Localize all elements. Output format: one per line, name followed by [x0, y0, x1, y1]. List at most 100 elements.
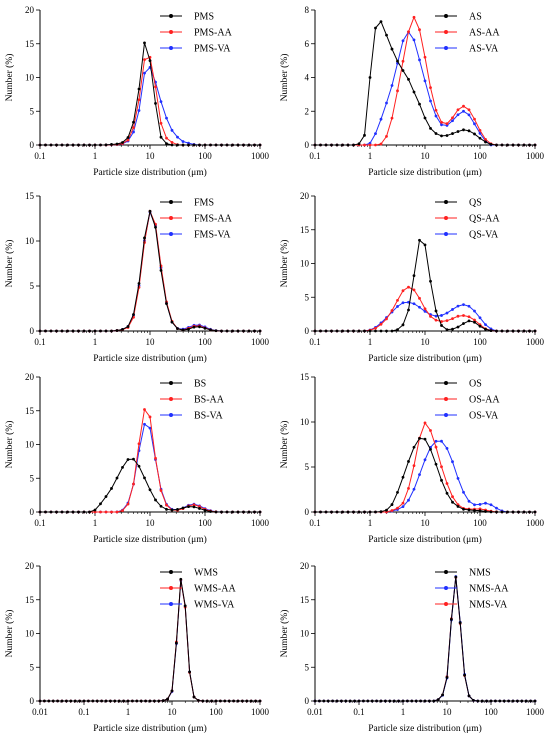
chart-panel-wms: 0.01 0.1 1 10 100 1000 0 5 10 15 20 Particle size d… — [0, 558, 270, 741]
x-tick-label: 0.1 — [34, 151, 45, 161]
data-point — [38, 329, 42, 333]
data-point — [473, 320, 476, 324]
data-point — [511, 143, 515, 147]
x-tick-label: 1000 — [251, 151, 270, 161]
data-point — [396, 328, 399, 331]
data-point — [165, 507, 168, 511]
data-point — [436, 698, 440, 701]
data-point — [484, 140, 487, 144]
data-point — [99, 502, 102, 506]
data-point — [137, 98, 141, 102]
series-wms-aa — [38, 578, 262, 703]
data-point — [132, 120, 135, 124]
data-point — [434, 114, 438, 118]
data-point — [214, 329, 218, 333]
data-point — [384, 699, 387, 703]
data-point — [434, 314, 438, 318]
y-tick-label: 20 — [25, 561, 35, 571]
x-tick-label: 100 — [473, 518, 487, 528]
data-point — [494, 699, 497, 703]
data-point — [401, 59, 405, 63]
data-point — [157, 699, 161, 703]
data-point — [440, 120, 443, 124]
data-point — [418, 28, 421, 32]
x-tick-label: 0.1 — [309, 337, 320, 347]
chart-panel-pms: 0.1 1 10 100 1000 0 5 10 15 20 Particle size distr… — [0, 2, 270, 185]
data-point — [353, 699, 356, 703]
data-point — [495, 329, 498, 333]
y-tick-label: 0 — [30, 507, 35, 517]
data-point — [126, 699, 130, 703]
data-point — [462, 303, 465, 307]
data-point — [412, 464, 416, 468]
data-point — [529, 699, 532, 703]
data-point — [247, 143, 251, 147]
data-point — [192, 325, 196, 329]
data-point — [154, 102, 157, 105]
data-point — [330, 143, 333, 147]
x-axis-label: Particle size distribution (μm) — [368, 167, 482, 178]
data-point — [517, 143, 520, 147]
y-tick-label: 15 — [300, 372, 310, 382]
legend-label: AS-VA — [469, 44, 499, 55]
data-point — [93, 143, 97, 147]
data-point — [500, 143, 504, 147]
y-tick-label: 2 — [305, 106, 310, 116]
x-tick-label: 10 — [146, 151, 156, 161]
data-point — [154, 498, 157, 502]
data-point — [379, 510, 383, 514]
y-tick-label: 15 — [300, 595, 310, 605]
legend-label: BS-VA — [194, 411, 223, 422]
data-point — [374, 326, 377, 330]
data-point — [401, 323, 405, 327]
data-point — [176, 508, 179, 511]
data-point — [390, 47, 394, 51]
data-point — [407, 77, 410, 81]
data-point — [352, 329, 355, 333]
data-point — [44, 329, 47, 333]
data-point — [418, 305, 421, 309]
data-point — [407, 460, 410, 463]
data-point — [247, 329, 251, 333]
data-point — [121, 328, 124, 331]
legend-label: NMS-VA — [469, 600, 508, 611]
data-point — [247, 510, 251, 514]
data-point — [148, 488, 152, 492]
data-point — [528, 329, 531, 333]
data-point — [467, 499, 471, 503]
legend-marker — [169, 46, 173, 50]
data-point — [456, 325, 460, 329]
data-point — [161, 699, 165, 703]
data-point — [165, 136, 168, 140]
data-point — [47, 699, 51, 703]
legend-marker — [169, 586, 173, 590]
data-point — [463, 673, 466, 677]
data-point — [88, 143, 91, 147]
data-point — [374, 26, 377, 30]
data-point — [341, 510, 344, 514]
legend-label: NMS — [469, 568, 491, 579]
data-point — [192, 505, 196, 509]
data-point — [406, 699, 409, 703]
series-pms-va — [38, 65, 262, 147]
data-point — [340, 699, 343, 703]
data-point — [132, 482, 135, 486]
data-point — [73, 699, 77, 703]
data-point — [357, 329, 361, 333]
data-point — [396, 59, 399, 63]
data-point — [65, 699, 68, 703]
y-tick-label: 0 — [30, 696, 35, 706]
data-point — [500, 329, 504, 333]
data-point — [183, 604, 187, 608]
chart-panel-as: 0.1 1 10 100 1000 0 2 4 6 8 Particle size distribu… — [275, 2, 545, 185]
data-point — [60, 510, 64, 514]
x-tick-label: 10 — [421, 337, 431, 347]
data-point — [473, 318, 476, 322]
data-point — [533, 699, 537, 703]
data-point — [456, 108, 460, 112]
data-point — [71, 143, 75, 147]
data-point — [407, 308, 410, 312]
data-point — [60, 143, 64, 147]
data-point — [454, 575, 458, 579]
data-point — [489, 699, 493, 703]
